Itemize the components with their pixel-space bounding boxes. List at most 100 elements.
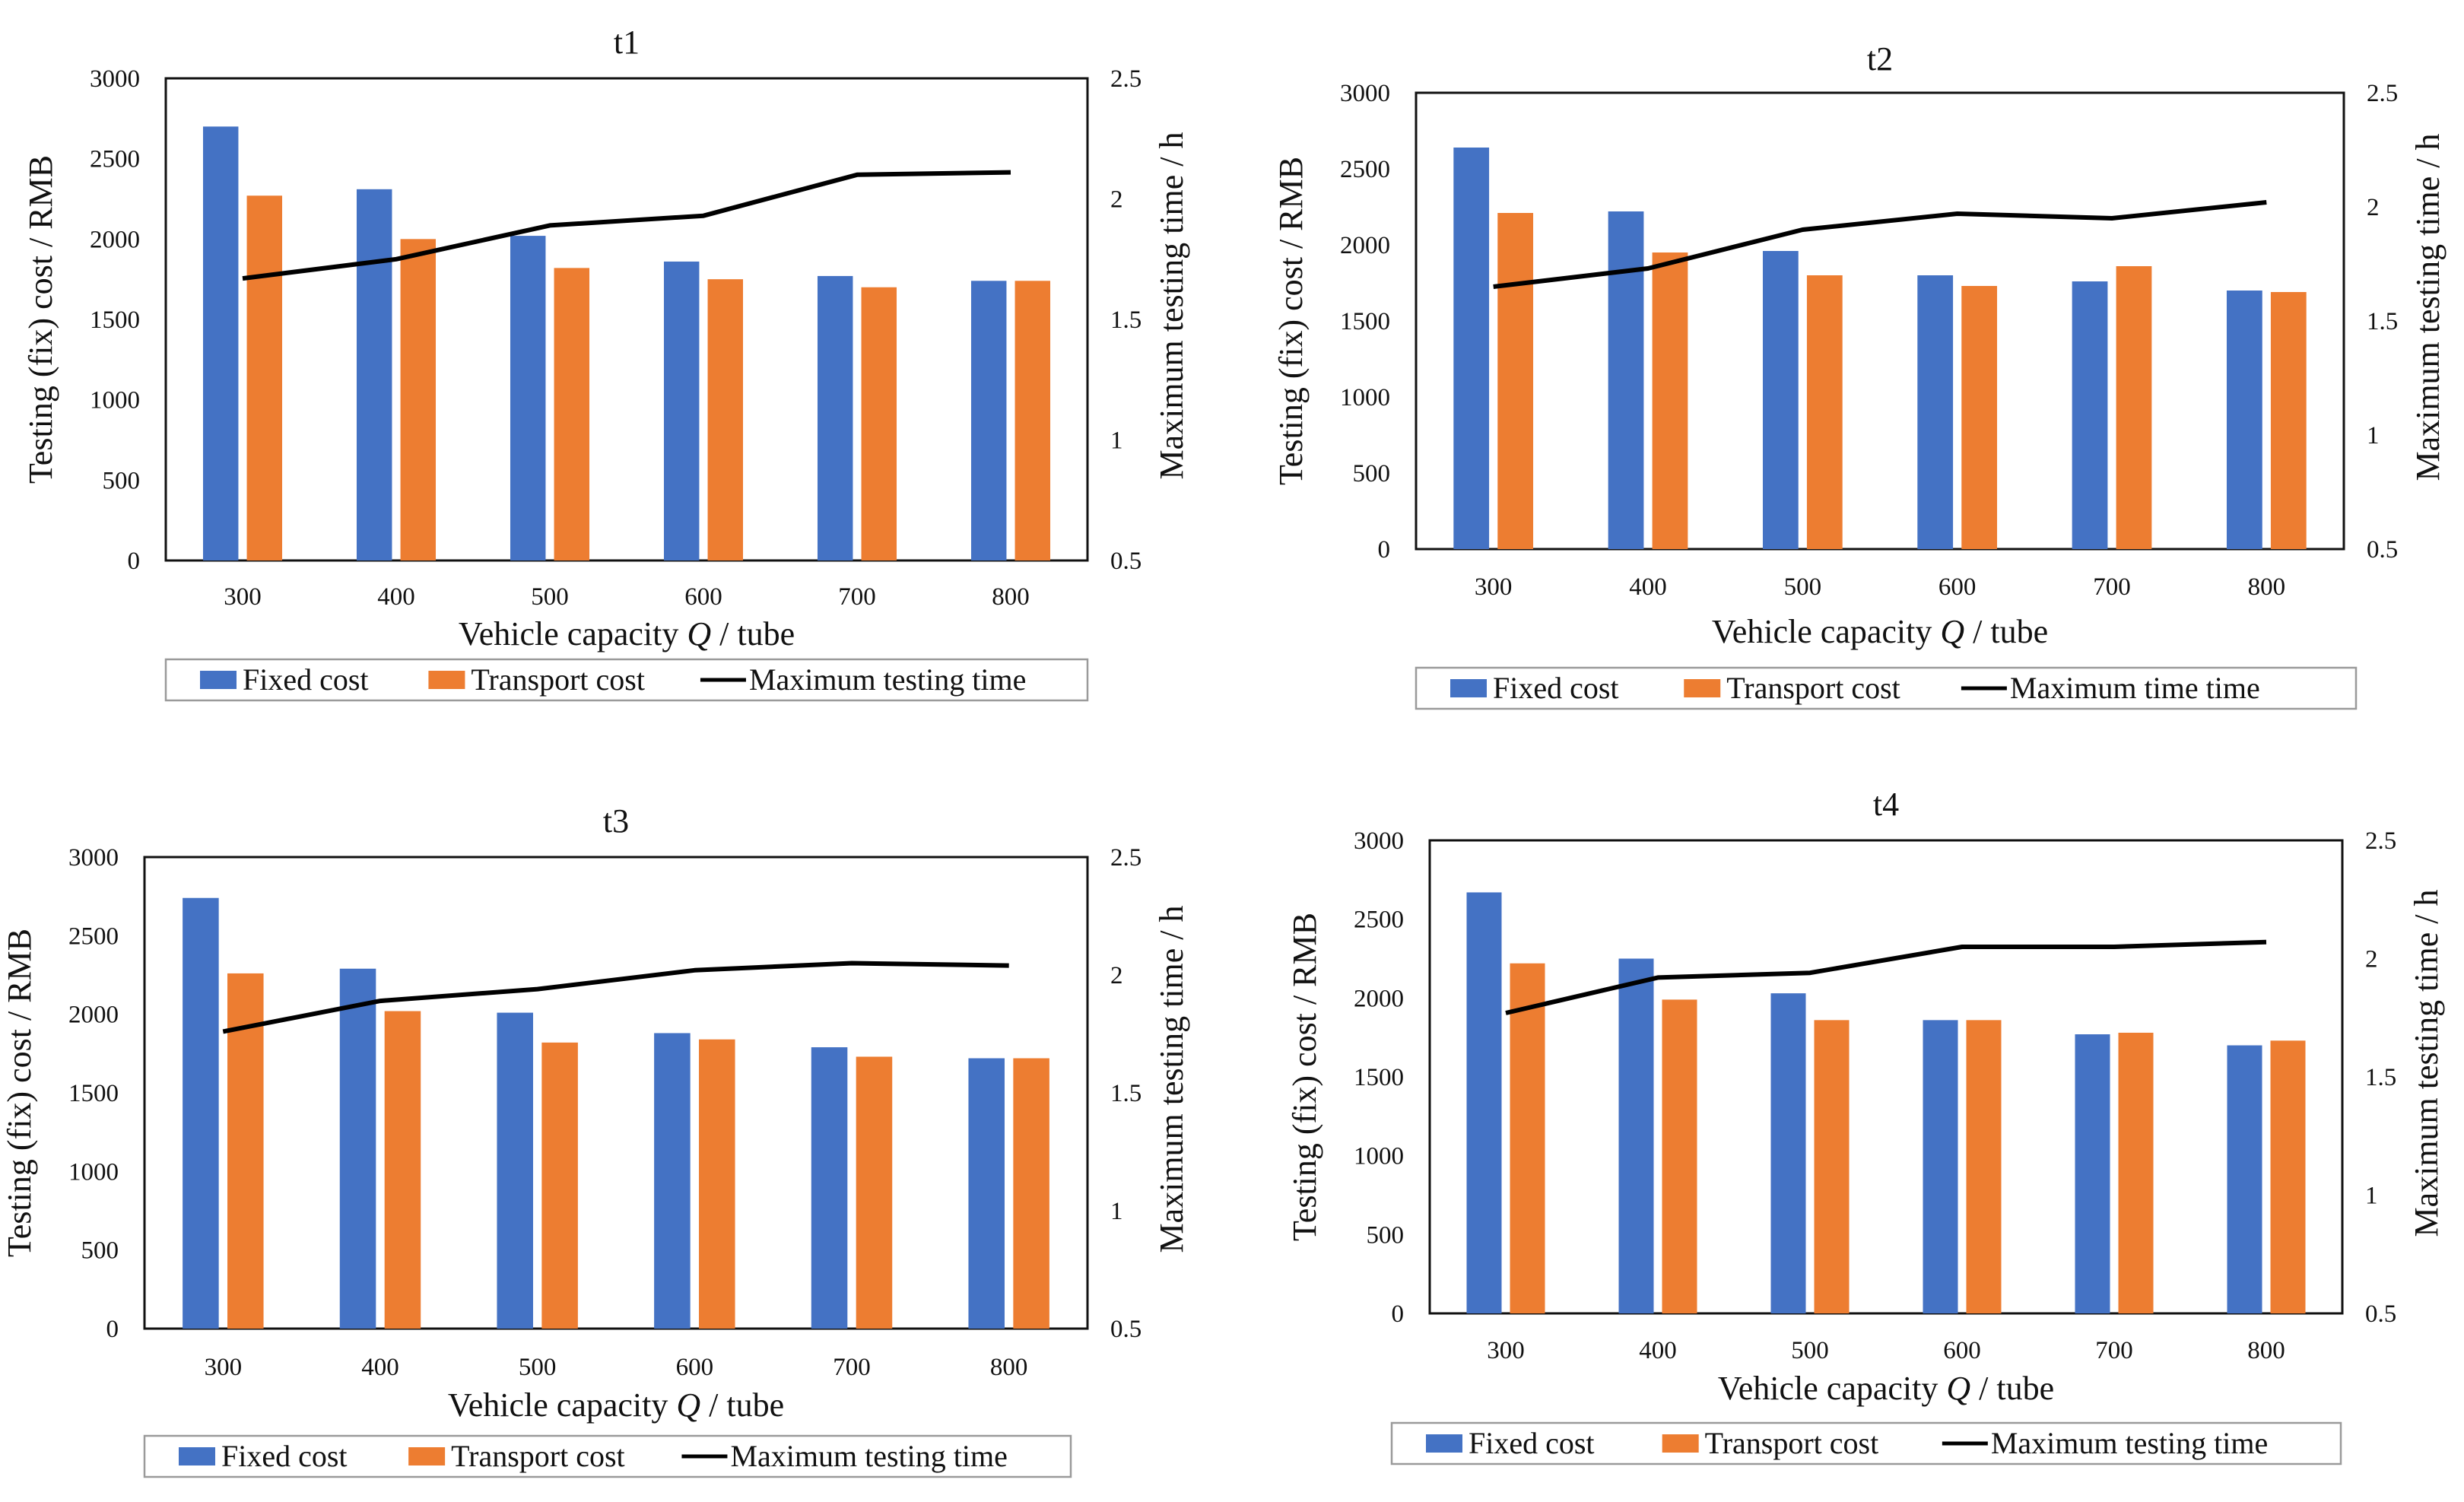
y2-axis-title: Maximum testing time / h: [2408, 889, 2445, 1237]
x-tick-label: 800: [2248, 573, 2286, 601]
bar-transport-cost: [246, 195, 283, 560]
y2-tick-label: 2.5: [1110, 844, 1142, 872]
x-tick-label: 500: [1791, 1337, 1829, 1364]
legend-swatch-transport-cost: [1662, 1434, 1699, 1453]
y2-axis-title: Maximum testing time / h: [1153, 132, 1190, 479]
y-tick-label: 1000: [1340, 384, 1390, 411]
y-tick-label: 1500: [1340, 308, 1390, 335]
bar-fixed-cost: [2227, 1045, 2262, 1313]
y-tick-label: 3000: [1340, 80, 1390, 107]
bar-fixed-cost: [510, 236, 546, 560]
x-tick-label: 500: [531, 583, 569, 611]
legend-label-fixed-cost: Fixed cost: [221, 1439, 348, 1473]
bar-transport-cost: [1814, 1020, 1850, 1313]
y-tick-label: 1000: [90, 387, 140, 414]
bar-fixed-cost: [183, 897, 219, 1329]
y2-tick-label: 1.5: [2367, 308, 2398, 335]
bar-fixed-cost: [1618, 958, 1654, 1313]
x-tick-label: 400: [1629, 573, 1667, 601]
y2-tick-label: 1: [2365, 1183, 2378, 1210]
line-max-testing-time: [242, 170, 1011, 281]
bar-fixed-cost: [1770, 993, 1806, 1313]
bar-fixed-cost: [2075, 1034, 2110, 1313]
y-tick-label: 500: [1367, 1221, 1405, 1249]
y-tick-label: 3000: [68, 844, 119, 872]
chart-panel-t4: t4 0 500 1000 1500 2000 2500 3000 0.5 1 1.5 2 2.5 300…: [1286, 786, 2445, 1465]
y2-tick-label: 1: [1110, 1198, 1123, 1225]
legend-swatch-transport-cost: [408, 1447, 446, 1465]
y-tick-label: 2500: [90, 146, 140, 173]
y2-tick-label: 1: [1110, 427, 1123, 455]
x-tick-label: 400: [361, 1354, 399, 1381]
y-tick-label: 2000: [90, 226, 140, 253]
bar-transport-cost: [1652, 252, 1688, 549]
y-tick-label: 2500: [68, 922, 119, 950]
legend-swatch-transport-cost: [428, 671, 465, 689]
y-tick-label: 500: [103, 467, 141, 494]
y2-tick-label: 0.5: [2365, 1300, 2396, 1328]
bar-transport-cost: [2270, 1040, 2306, 1313]
x-tick-label: 800: [992, 583, 1030, 611]
legend-swatch-fixed-cost: [1426, 1434, 1462, 1453]
plot-frame: [1415, 91, 2345, 551]
bar-fixed-cost: [497, 1012, 533, 1329]
legend-swatch-fixed-cost: [1450, 679, 1487, 697]
y2-tick-label: 0.5: [1110, 548, 1142, 575]
legend-label-transport-cost: Transport cost: [471, 662, 645, 697]
legend-box: [143, 1434, 1072, 1478]
plot-frame: [164, 77, 1089, 562]
legend: Fixed cost Transport cost Maximum time tim…: [1415, 666, 2358, 710]
x-tick-label: 300: [1475, 573, 1513, 601]
y2-tick-label: 1.5: [2365, 1064, 2396, 1091]
x-tick-label: 800: [2247, 1337, 2285, 1364]
x-tick-label: 300: [1487, 1337, 1525, 1364]
y2-tick-label: 2: [2367, 194, 2380, 221]
x-tick-label: 400: [377, 583, 415, 611]
y-tick-label: 1500: [1354, 1064, 1404, 1091]
bar-transport-cost: [2116, 266, 2152, 549]
legend-label-max-time: Maximum testing time: [1991, 1426, 2268, 1460]
bar-transport-cost: [861, 287, 897, 560]
y-tick-label: 0: [1392, 1300, 1405, 1328]
y2-tick-label: 2.5: [2367, 80, 2398, 107]
bar-fixed-cost: [1917, 275, 1954, 549]
y-tick-label: 500: [1353, 460, 1391, 487]
legend: Fixed cost Transport cost Maximum testing …: [1390, 1421, 2342, 1465]
y-tick-label: 2000: [68, 1002, 119, 1029]
x-axis-title: Vehicle capacity Q / tube: [1718, 1370, 2054, 1407]
y-axis-title: Testing (fix) cost / RMB: [1, 929, 38, 1257]
y-tick-label: 1000: [68, 1158, 119, 1186]
bar-fixed-cost: [1762, 251, 1799, 549]
x-tick-label: 700: [838, 583, 876, 611]
y2-tick-label: 2: [2365, 946, 2378, 973]
bar-transport-cost: [699, 1039, 735, 1329]
chart-panel-t3: t3 0 500 1000 1500 2000 2500 3000 0.5 1 1.5 2 2.5 300…: [1, 802, 1190, 1478]
x-tick-label: 600: [676, 1354, 714, 1381]
y2-tick-label: 1.5: [1110, 1080, 1142, 1107]
y-tick-label: 1500: [90, 306, 140, 334]
legend-label-fixed-cost: Fixed cost: [1469, 1426, 1595, 1460]
legend-label-transport-cost: Transport cost: [451, 1439, 625, 1473]
bar-fixed-cost: [1608, 211, 1644, 549]
legend-label-fixed-cost: Fixed cost: [1493, 671, 1619, 705]
legend-swatch-transport-cost: [1684, 679, 1721, 697]
chart-title: t1: [614, 24, 640, 61]
x-tick-label: 700: [833, 1354, 871, 1381]
y-tick-label: 3000: [90, 65, 140, 93]
bar-transport-cost: [1497, 213, 1534, 549]
y-tick-label: 0: [1378, 536, 1391, 564]
legend-label-transport-cost: Transport cost: [1705, 1426, 1879, 1460]
x-tick-label: 600: [684, 583, 722, 611]
bar-transport-cost: [227, 973, 264, 1329]
bar-fixed-cost: [654, 1033, 691, 1329]
y-tick-label: 0: [128, 548, 141, 575]
legend-label-transport-cost: Transport cost: [1726, 671, 1900, 705]
y-axis-title: Testing (fix) cost / RMB: [1272, 157, 1310, 485]
bar-fixed-cost: [1466, 892, 1502, 1313]
y2-tick-label: 1.5: [1110, 306, 1142, 334]
legend: Fixed cost Transport cost Maximum testing …: [143, 1434, 1072, 1478]
x-tick-label: 400: [1639, 1337, 1677, 1364]
line-max-testing-time: [1505, 939, 2267, 1015]
legend: Fixed cost Transport cost Maximum testing …: [164, 658, 1089, 702]
